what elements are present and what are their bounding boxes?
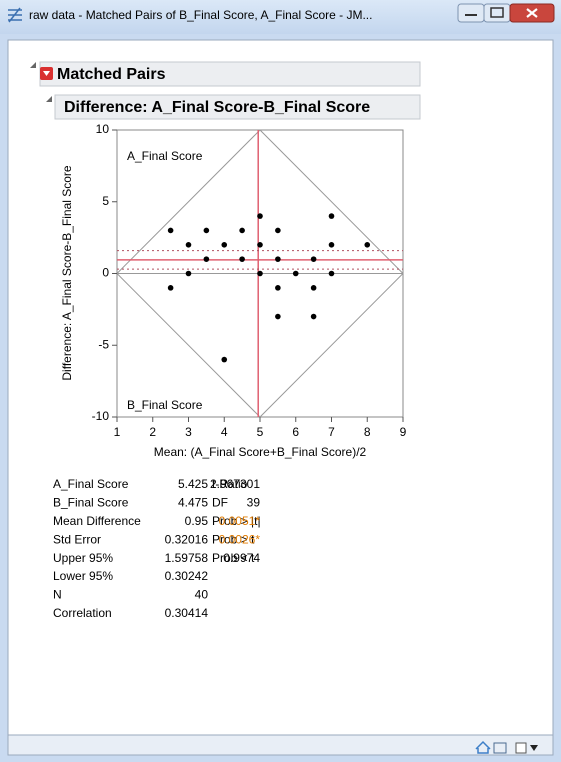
- stat-value: 0.30414: [165, 606, 209, 620]
- point: [239, 227, 245, 234]
- point: [167, 227, 174, 234]
- disclosure-icon[interactable]: [30, 62, 36, 68]
- stat-value: 0.95: [185, 514, 209, 528]
- stat-label: Correlation: [53, 606, 112, 620]
- point: [328, 213, 335, 219]
- disclosure-icon[interactable]: [46, 96, 52, 102]
- stat-value: 0.32016: [165, 532, 209, 546]
- point: [257, 213, 263, 219]
- stat-label: Lower 95%: [53, 569, 113, 583]
- point: [239, 256, 245, 262]
- maximize-glyph: [490, 7, 504, 18]
- stat-value: 1.59758: [165, 551, 209, 565]
- point: [203, 227, 210, 234]
- point: [328, 270, 335, 277]
- point: [185, 242, 192, 248]
- x-tick-label: 2: [149, 425, 156, 439]
- stat-label: N: [53, 588, 62, 602]
- x-axis-label: Mean: (A_Final Score+B_Final Score)/2: [154, 445, 367, 459]
- stat-label: A_Final Score: [53, 477, 129, 491]
- stat-label: Mean Difference: [53, 514, 141, 528]
- stat-label: Std Error: [53, 532, 101, 546]
- point: [275, 313, 281, 320]
- point: [275, 227, 281, 234]
- stat-label: Prob > |t|: [212, 514, 261, 528]
- y-tick-label: 10: [96, 122, 110, 136]
- y-tick-label: -5: [98, 337, 109, 351]
- stat-label: Prob < t: [212, 551, 255, 565]
- stat-value: 4.475: [178, 496, 208, 510]
- stat-value: 5.425: [178, 477, 208, 491]
- point: [275, 285, 281, 291]
- point: [185, 270, 192, 277]
- close-glyph: [526, 8, 538, 18]
- window-title: raw data - Matched Pairs of B_Final Scor…: [29, 8, 372, 22]
- point: [364, 242, 371, 248]
- x-tick-label: 8: [364, 425, 371, 439]
- stat-value: 0.9974: [223, 551, 260, 565]
- stat-label: Upper 95%: [53, 551, 113, 565]
- x-tick-label: 4: [221, 425, 228, 439]
- minimize-button[interactable]: [457, 3, 485, 23]
- stat-label: B_Final Score: [53, 496, 129, 510]
- y-tick-label: -10: [92, 409, 110, 423]
- y-tick-label: 0: [102, 266, 109, 280]
- point: [328, 242, 335, 248]
- stat-value: 2.967301: [210, 477, 260, 491]
- maximize-button[interactable]: [483, 3, 511, 23]
- x-tick-label: 9: [400, 425, 407, 439]
- region-label: B_Final Score: [127, 398, 203, 412]
- y-axis-label: Difference: A_Final Score-B_Final Score: [60, 165, 74, 381]
- status-bar: [7, 734, 554, 756]
- point: [310, 256, 317, 262]
- region-label: A_Final Score: [127, 149, 203, 163]
- point: [310, 285, 317, 291]
- point: [257, 270, 263, 277]
- outline-title: Matched Pairs: [57, 66, 166, 83]
- stat-label: t-Ratio: [212, 477, 248, 491]
- point: [221, 242, 228, 248]
- status-icons: [475, 740, 538, 754]
- point: [167, 285, 174, 291]
- outline-header: [54, 94, 421, 120]
- point: [275, 256, 281, 262]
- point: [221, 356, 228, 363]
- x-tick-label: 6: [292, 425, 299, 439]
- outline-subtitle: Difference: A_Final Score-B_Final Score: [64, 99, 370, 116]
- point: [257, 242, 263, 248]
- point: [310, 313, 317, 320]
- stat-value: 0.30242: [165, 569, 209, 583]
- menu-glyph: [43, 71, 50, 76]
- stat-label: DF: [212, 496, 228, 510]
- x-tick-label: 1: [114, 425, 121, 439]
- point: [292, 270, 299, 277]
- x-tick-label: 3: [185, 425, 192, 439]
- y-tick-label: 5: [102, 194, 109, 208]
- app-icon: [8, 7, 22, 23]
- stat-value: 0.0026*: [219, 532, 261, 546]
- x-tick-label: 7: [328, 425, 335, 439]
- stat-label: Prob > t: [212, 532, 255, 546]
- x-tick-label: 5: [257, 425, 264, 439]
- stat-value: 0.0051*: [219, 514, 261, 528]
- stat-value: 39: [247, 496, 261, 510]
- stat-value: 40: [195, 588, 209, 602]
- point: [203, 256, 210, 262]
